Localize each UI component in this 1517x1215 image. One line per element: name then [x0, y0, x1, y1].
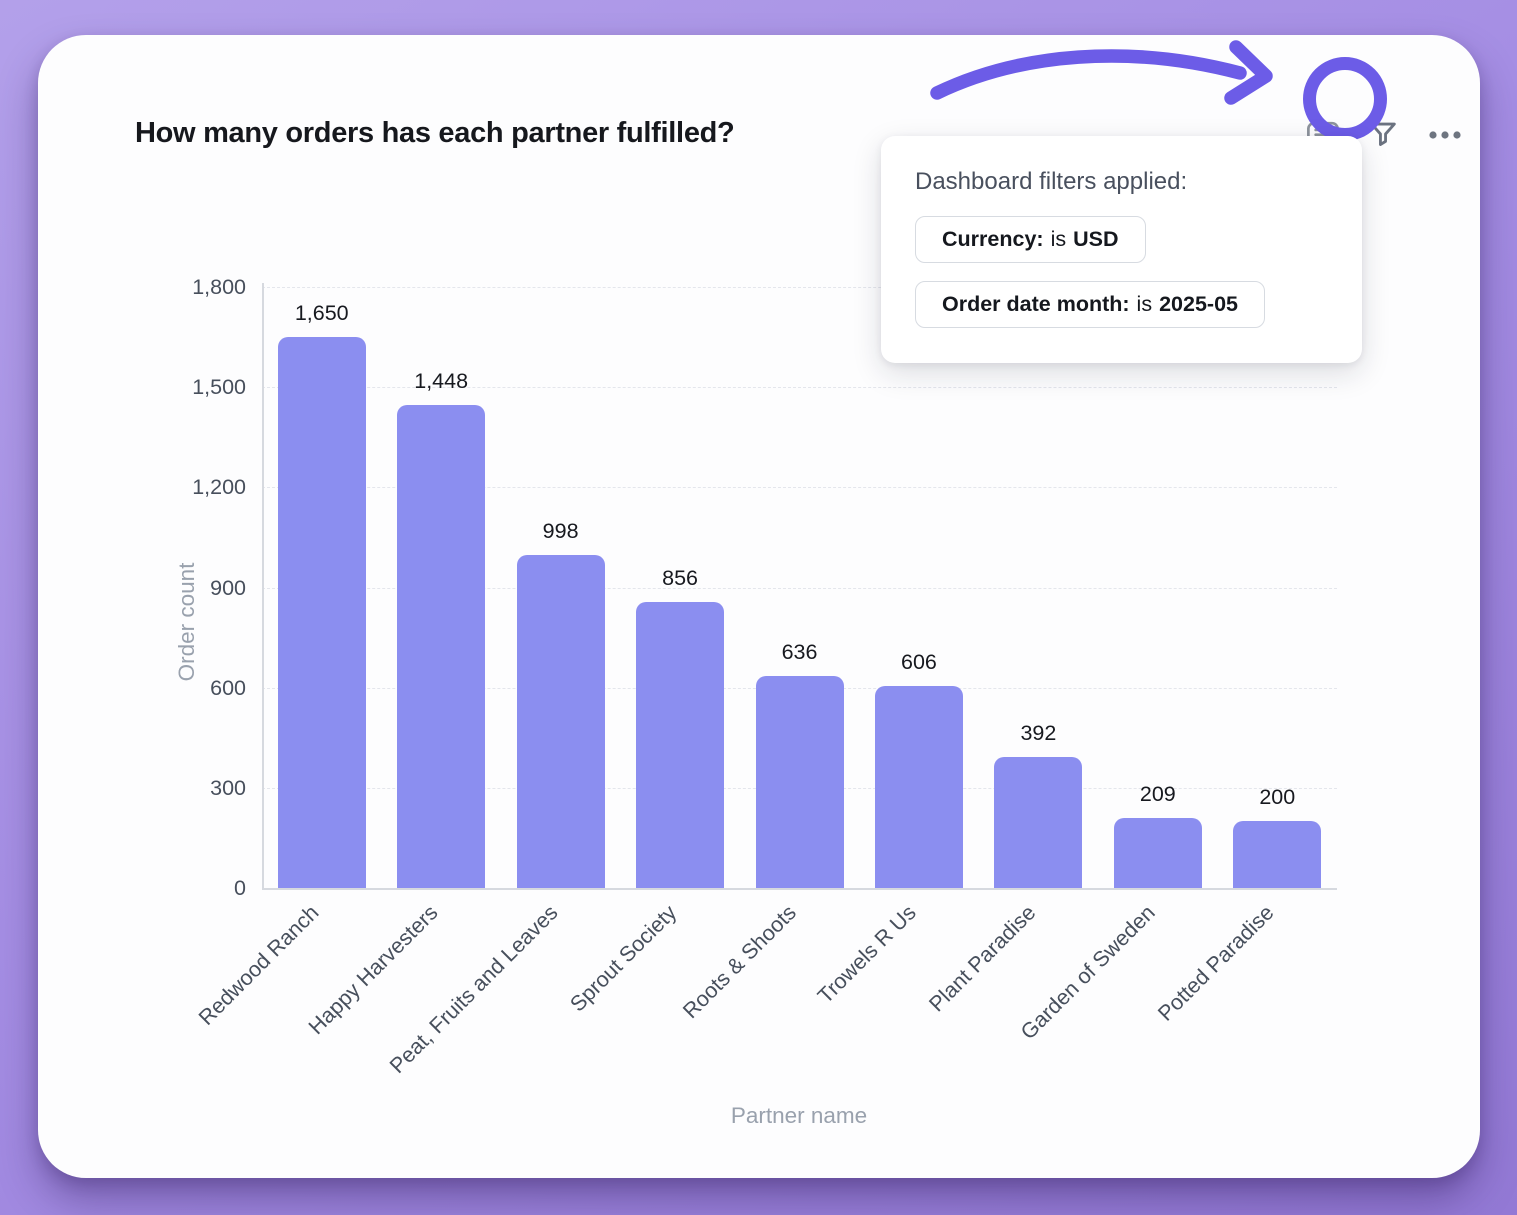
y-tick-label: 1,200	[192, 475, 246, 500]
x-category-label: Roots & Shoots	[678, 900, 801, 1024]
x-axis-line	[262, 888, 1337, 890]
bar-value-label: 1,448	[414, 368, 469, 393]
filter-chip-field: Currency:	[942, 227, 1044, 251]
filter-chip-field: Order date month:	[942, 292, 1130, 316]
bar-value-label: 392	[1020, 721, 1057, 746]
bar-1[interactable]	[397, 404, 486, 888]
x-category-label: Happy Harvesters	[304, 900, 443, 1040]
bar-value-label: 636	[781, 639, 818, 664]
filter-chip-value: 2025-05	[1159, 292, 1238, 316]
x-category-label: Redwood Ranch	[193, 900, 324, 1030]
filter-chip: Currency: is USD	[915, 216, 1146, 263]
y-tick-label: 1,800	[192, 275, 246, 299]
gridline	[262, 387, 1337, 389]
x-category-label: Trowels R Us	[812, 900, 921, 1009]
filter-button[interactable]	[1366, 117, 1400, 151]
more-options-icon	[1426, 131, 1466, 148]
y-axis-title: Order count	[174, 562, 199, 682]
bar-value-label: 209	[1139, 782, 1176, 807]
y-axis-line	[262, 283, 264, 888]
y-tick-label: 1,500	[192, 375, 246, 400]
filter-chip: Order date month: is 2025-05	[915, 281, 1265, 328]
x-axis-title: Partner name	[730, 1103, 868, 1128]
bar-2[interactable]	[516, 554, 605, 888]
bar-value-label: 856	[662, 566, 698, 591]
x-category-label: Sprout Society	[565, 900, 682, 1017]
bar-7[interactable]	[1113, 818, 1202, 888]
bar-value-label: 200	[1259, 785, 1296, 810]
bar-8[interactable]	[1233, 821, 1322, 888]
filter-chip-operator: is	[1050, 227, 1067, 251]
filter-icon	[1366, 122, 1400, 154]
bar-value-label: 998	[542, 518, 579, 543]
gridline	[262, 287, 1337, 288]
y-tick-label: 300	[210, 775, 246, 800]
filter-chip-operator: is	[1136, 292, 1153, 316]
x-category-label: Potted Paradise	[1153, 900, 1279, 1026]
y-tick-label: 600	[210, 675, 246, 700]
bar-value-label: 606	[901, 649, 937, 674]
gridline	[262, 587, 1337, 589]
bar-6[interactable]	[994, 757, 1083, 888]
bar-value-label: 1,650	[294, 301, 349, 326]
more-options-button[interactable]	[1426, 125, 1466, 145]
bar-3[interactable]	[636, 602, 725, 888]
filter-chip-value: USD	[1073, 227, 1119, 251]
x-category-label: Plant Paradise	[924, 900, 1040, 1017]
chart-title: How many orders has each partner fulfill…	[135, 117, 735, 149]
dashboard-filters-popover: Dashboard filters applied: Currency: is US…	[881, 136, 1362, 363]
gridline	[262, 487, 1337, 489]
popover-title: Dashboard filters applied:	[915, 168, 1188, 195]
y-tick-label: 900	[210, 575, 246, 600]
bar-0[interactable]	[277, 337, 366, 888]
y-tick-label: 0	[234, 876, 246, 900]
bar-5[interactable]	[874, 685, 963, 888]
filter-chip-list: Currency: is USD Order date month: is 2025-05	[915, 216, 1328, 346]
bar-4[interactable]	[755, 675, 844, 888]
